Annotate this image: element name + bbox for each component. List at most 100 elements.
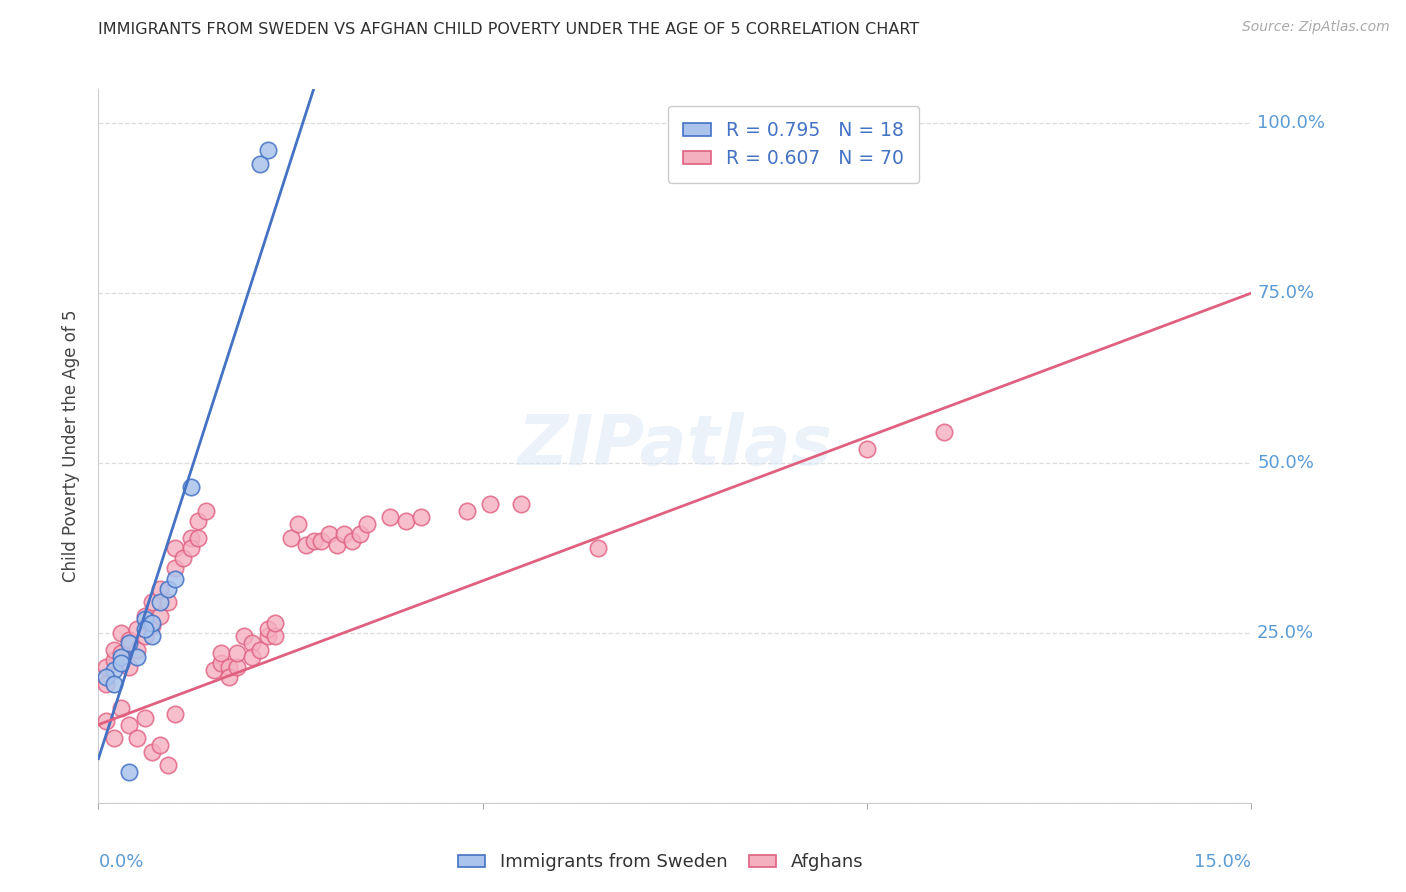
Point (149, 582, 172, 596)
Point (349, 527, 371, 541)
Point (103, 663, 125, 677)
Legend: Immigrants from Sweden, Afghans: Immigrants from Sweden, Afghans (451, 847, 870, 879)
Point (311, 534, 333, 549)
Point (134, 612, 156, 626)
Point (209, 646, 232, 660)
Y-axis label: Child Poverty Under the Age of 5: Child Poverty Under the Age of 5 (62, 310, 80, 582)
Point (125, 649, 148, 664)
Point (333, 527, 356, 541)
Point (134, 629, 156, 643)
Point (103, 653, 125, 667)
Point (340, 534, 363, 549)
Point (156, 595, 179, 609)
Point (240, 636, 263, 650)
Point (180, 480, 202, 494)
Point (302, 534, 325, 549)
Text: 50.0%: 50.0% (1257, 454, 1315, 472)
Point (94, 660, 117, 674)
Point (256, 623, 278, 637)
Point (195, 503, 218, 517)
Point (395, 514, 418, 528)
Point (110, 657, 132, 671)
Point (110, 700, 132, 714)
Point (209, 657, 232, 671)
Point (125, 623, 148, 637)
Point (94, 670, 117, 684)
Point (318, 527, 340, 541)
Point (856, 442, 879, 457)
Point (233, 629, 256, 643)
Point (256, 144, 278, 158)
Point (103, 643, 125, 657)
Point (240, 649, 263, 664)
Point (141, 745, 163, 759)
Point (218, 670, 240, 684)
Point (380, 510, 402, 524)
Point (103, 731, 125, 746)
Point (103, 677, 125, 691)
Point (479, 497, 502, 511)
Point (180, 531, 202, 545)
Text: ZIPatlas: ZIPatlas (517, 412, 832, 480)
Point (456, 503, 478, 517)
Point (141, 615, 163, 630)
Point (125, 643, 148, 657)
Point (510, 497, 533, 511)
Point (295, 537, 318, 551)
Point (280, 531, 302, 545)
Point (264, 629, 287, 643)
Point (110, 649, 132, 664)
Point (156, 582, 179, 596)
Legend: R = 0.795   N = 18, R = 0.607   N = 70: R = 0.795 N = 18, R = 0.607 N = 70 (668, 106, 920, 183)
Text: 15.0%: 15.0% (1194, 853, 1251, 871)
Point (264, 615, 287, 630)
Point (156, 758, 179, 772)
Text: 100.0%: 100.0% (1257, 114, 1324, 132)
Point (586, 541, 609, 555)
Point (165, 541, 187, 555)
Point (149, 738, 172, 752)
Text: Source: ZipAtlas.com: Source: ZipAtlas.com (1241, 20, 1389, 34)
Point (165, 707, 187, 722)
Point (187, 531, 209, 545)
Point (110, 626, 132, 640)
Point (141, 619, 163, 633)
Point (118, 717, 141, 731)
Text: IMMIGRANTS FROM SWEDEN VS AFGHAN CHILD POVERTY UNDER THE AGE OF 5 CORRELATION CH: IMMIGRANTS FROM SWEDEN VS AFGHAN CHILD P… (98, 22, 920, 37)
Point (202, 663, 225, 677)
Point (249, 157, 271, 171)
Point (110, 646, 132, 660)
Point (187, 514, 209, 528)
Point (118, 636, 141, 650)
Point (94, 714, 117, 729)
Text: 75.0%: 75.0% (1257, 284, 1315, 302)
Point (356, 517, 378, 532)
Point (225, 660, 247, 674)
Point (149, 608, 172, 623)
Point (165, 561, 187, 575)
Point (225, 646, 247, 660)
Point (932, 425, 955, 440)
Text: 0.0%: 0.0% (98, 853, 143, 871)
Point (172, 551, 194, 566)
Point (118, 765, 141, 780)
Point (134, 608, 156, 623)
Point (118, 660, 141, 674)
Point (411, 510, 433, 524)
Point (165, 572, 187, 586)
Point (134, 623, 156, 637)
Point (287, 517, 309, 532)
Point (118, 632, 141, 647)
Point (134, 711, 156, 725)
Point (94, 677, 117, 691)
Point (249, 643, 271, 657)
Text: 25.0%: 25.0% (1257, 624, 1315, 642)
Point (149, 595, 172, 609)
Point (256, 629, 278, 643)
Point (141, 629, 163, 643)
Point (218, 660, 240, 674)
Point (141, 595, 163, 609)
Point (125, 731, 148, 746)
Point (325, 537, 347, 551)
Point (180, 541, 202, 555)
